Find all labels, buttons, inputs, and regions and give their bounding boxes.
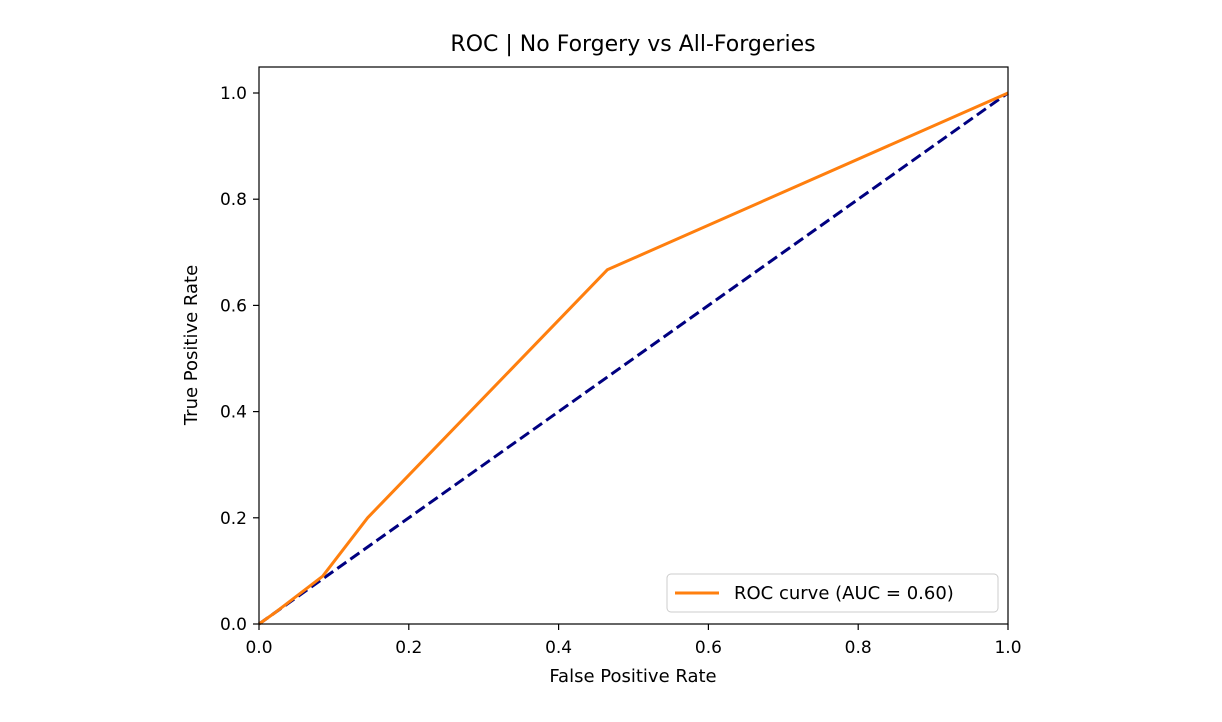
x-tick-label: 1.0 — [994, 638, 1021, 658]
x-tick-label: 0.4 — [545, 638, 572, 658]
y-tick-label: 0.4 — [220, 403, 247, 423]
roc-curve-line — [258, 91, 1009, 626]
y-axis-label: True Positive Rate — [181, 265, 202, 426]
legend: ROC curve (AUC = 0.60) — [666, 573, 999, 613]
x-tick-label: 0.2 — [395, 638, 422, 658]
x-tick-label: 0.6 — [695, 638, 722, 658]
y-tick-label: 0.0 — [220, 615, 247, 635]
y-tick-label: 1.0 — [220, 84, 247, 104]
legend-label-roc: ROC curve (AUC = 0.60) — [734, 583, 954, 604]
y-tick-label: 0.2 — [220, 509, 247, 529]
x-tick-label: 0.0 — [245, 638, 272, 658]
x-axis-label: False Positive Rate — [549, 666, 716, 687]
y-tick-label: 0.8 — [220, 190, 247, 210]
chart-title: ROC | No Forgery vs All-Forgeries — [450, 32, 815, 57]
axis-ticks: 0.0 0.2 0.4 0.6 0.8 1.0 0.0 0.2 0.4 0.6 0.8 1.0 — [220, 84, 1022, 658]
plot-area — [258, 91, 1009, 626]
diagonal-reference-line — [258, 91, 1009, 626]
legend-box — [666, 573, 999, 613]
y-tick-label: 0.6 — [220, 296, 247, 316]
plot-frame — [258, 66, 1009, 625]
x-tick-label: 0.8 — [845, 638, 872, 658]
